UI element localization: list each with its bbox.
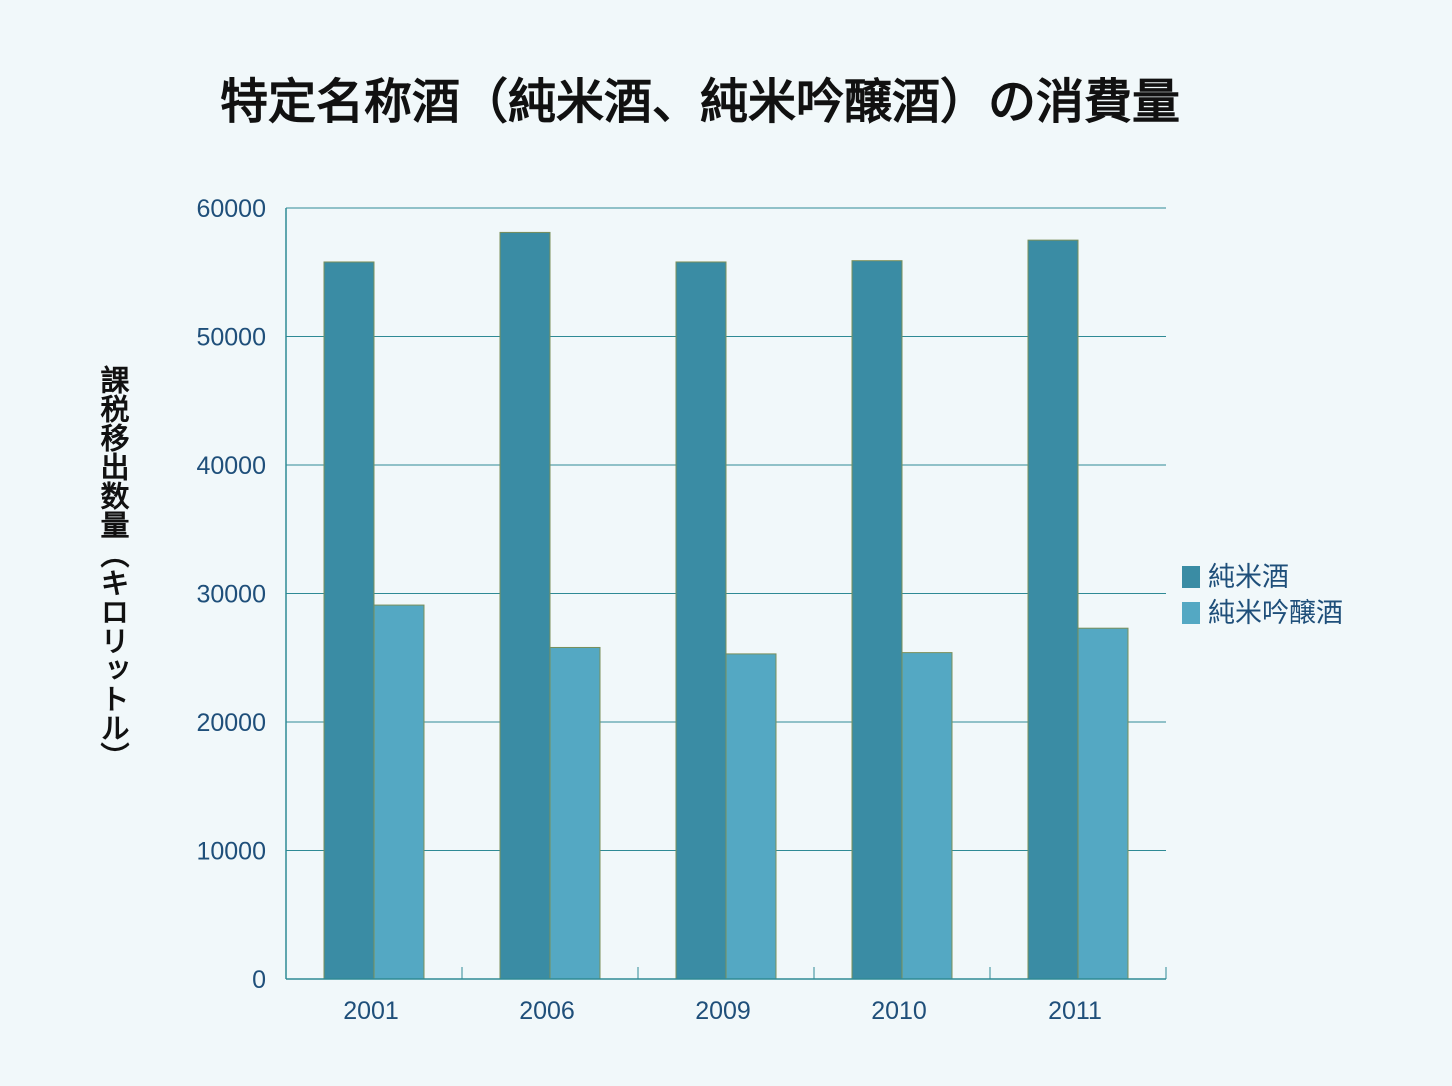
axes: [285, 208, 1167, 980]
bar-junmai-ginjo-2009: [725, 653, 777, 980]
bar-junmai-ginjo-2001: [373, 604, 425, 980]
x-tick-label: 2009: [695, 997, 751, 1025]
legend-label: 純米酒: [1208, 562, 1289, 593]
y-tick-label: 0: [252, 966, 266, 994]
chart-title: 特定名称酒（純米酒、純米吟醸酒）の消費量: [220, 74, 1180, 130]
legend-label: 純米吟醸酒: [1208, 598, 1343, 629]
x-tick-label: 2006: [519, 997, 575, 1025]
x-tick-label: 2011: [1048, 997, 1102, 1025]
bar-junmai-ginjo-2010: [901, 652, 953, 980]
bars: [323, 231, 1129, 980]
x-tick-label: 2010: [871, 997, 927, 1025]
x-axis-ticks: 2001 2006 2009 2010 2011: [343, 997, 1102, 1025]
y-tick-label: 40000: [196, 452, 266, 480]
y-axis-ticks: 0 10000 20000 30000 40000 50000 60000: [196, 195, 266, 994]
legend-swatch: [1182, 566, 1200, 588]
y-tick-label: 50000: [196, 324, 266, 352]
bar-junmai-2006: [499, 231, 551, 980]
bar-junmai-2009: [675, 261, 727, 980]
y-tick-label: 10000: [196, 838, 266, 866]
y-tick-label: 20000: [196, 709, 266, 737]
legend-swatch: [1182, 602, 1200, 624]
bar-junmai-ginjo-2006: [549, 646, 601, 980]
bar-junmai-ginjo-2011: [1077, 627, 1129, 980]
x-tick-label: 2001: [343, 997, 399, 1025]
bar-junmai-2001: [323, 261, 375, 980]
bar-junmai-2011: [1027, 239, 1079, 980]
y-tick-label: 60000: [196, 195, 266, 223]
y-axis-label: 課税移出数量（キロリットル）: [96, 364, 130, 771]
bar-junmai-2010: [851, 260, 903, 980]
y-tick-label: 30000: [196, 581, 266, 609]
